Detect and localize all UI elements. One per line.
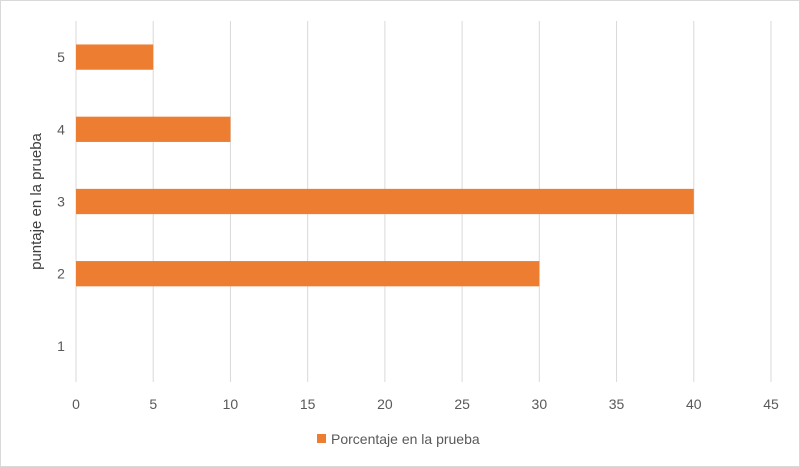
x-tick-label: 20 — [377, 396, 393, 412]
x-tick-label: 15 — [300, 396, 316, 412]
legend-label: Porcentaje en la prueba — [331, 431, 480, 447]
x-tick-label: 10 — [223, 396, 239, 412]
x-tick-label: 45 — [763, 396, 779, 412]
y-tick-label: 1 — [57, 338, 65, 354]
bars — [76, 44, 694, 287]
bar-3 — [76, 188, 694, 215]
bar-4 — [76, 116, 231, 142]
bar-2 — [76, 261, 540, 287]
legend-swatch — [317, 434, 326, 443]
x-tick-label: 0 — [72, 396, 80, 412]
x-tick-label: 35 — [609, 396, 625, 412]
y-tick-label: 2 — [57, 266, 65, 282]
legend: Porcentaje en la prueba — [317, 431, 480, 447]
x-tick-label: 25 — [454, 396, 470, 412]
y-axis-ticks: 1 2 3 4 5 — [57, 49, 65, 354]
x-tick-label: 40 — [686, 396, 702, 412]
x-axis-ticks: 0 5 10 15 20 25 30 35 40 45 — [72, 396, 779, 412]
y-axis-title: puntaje en la prueba — [28, 132, 45, 269]
bar-5 — [76, 44, 154, 70]
x-tick-label: 5 — [149, 396, 157, 412]
y-tick-label: 5 — [57, 49, 65, 65]
y-tick-label: 4 — [57, 121, 65, 137]
x-tick-label: 30 — [532, 396, 548, 412]
y-tick-label: 3 — [57, 194, 65, 210]
